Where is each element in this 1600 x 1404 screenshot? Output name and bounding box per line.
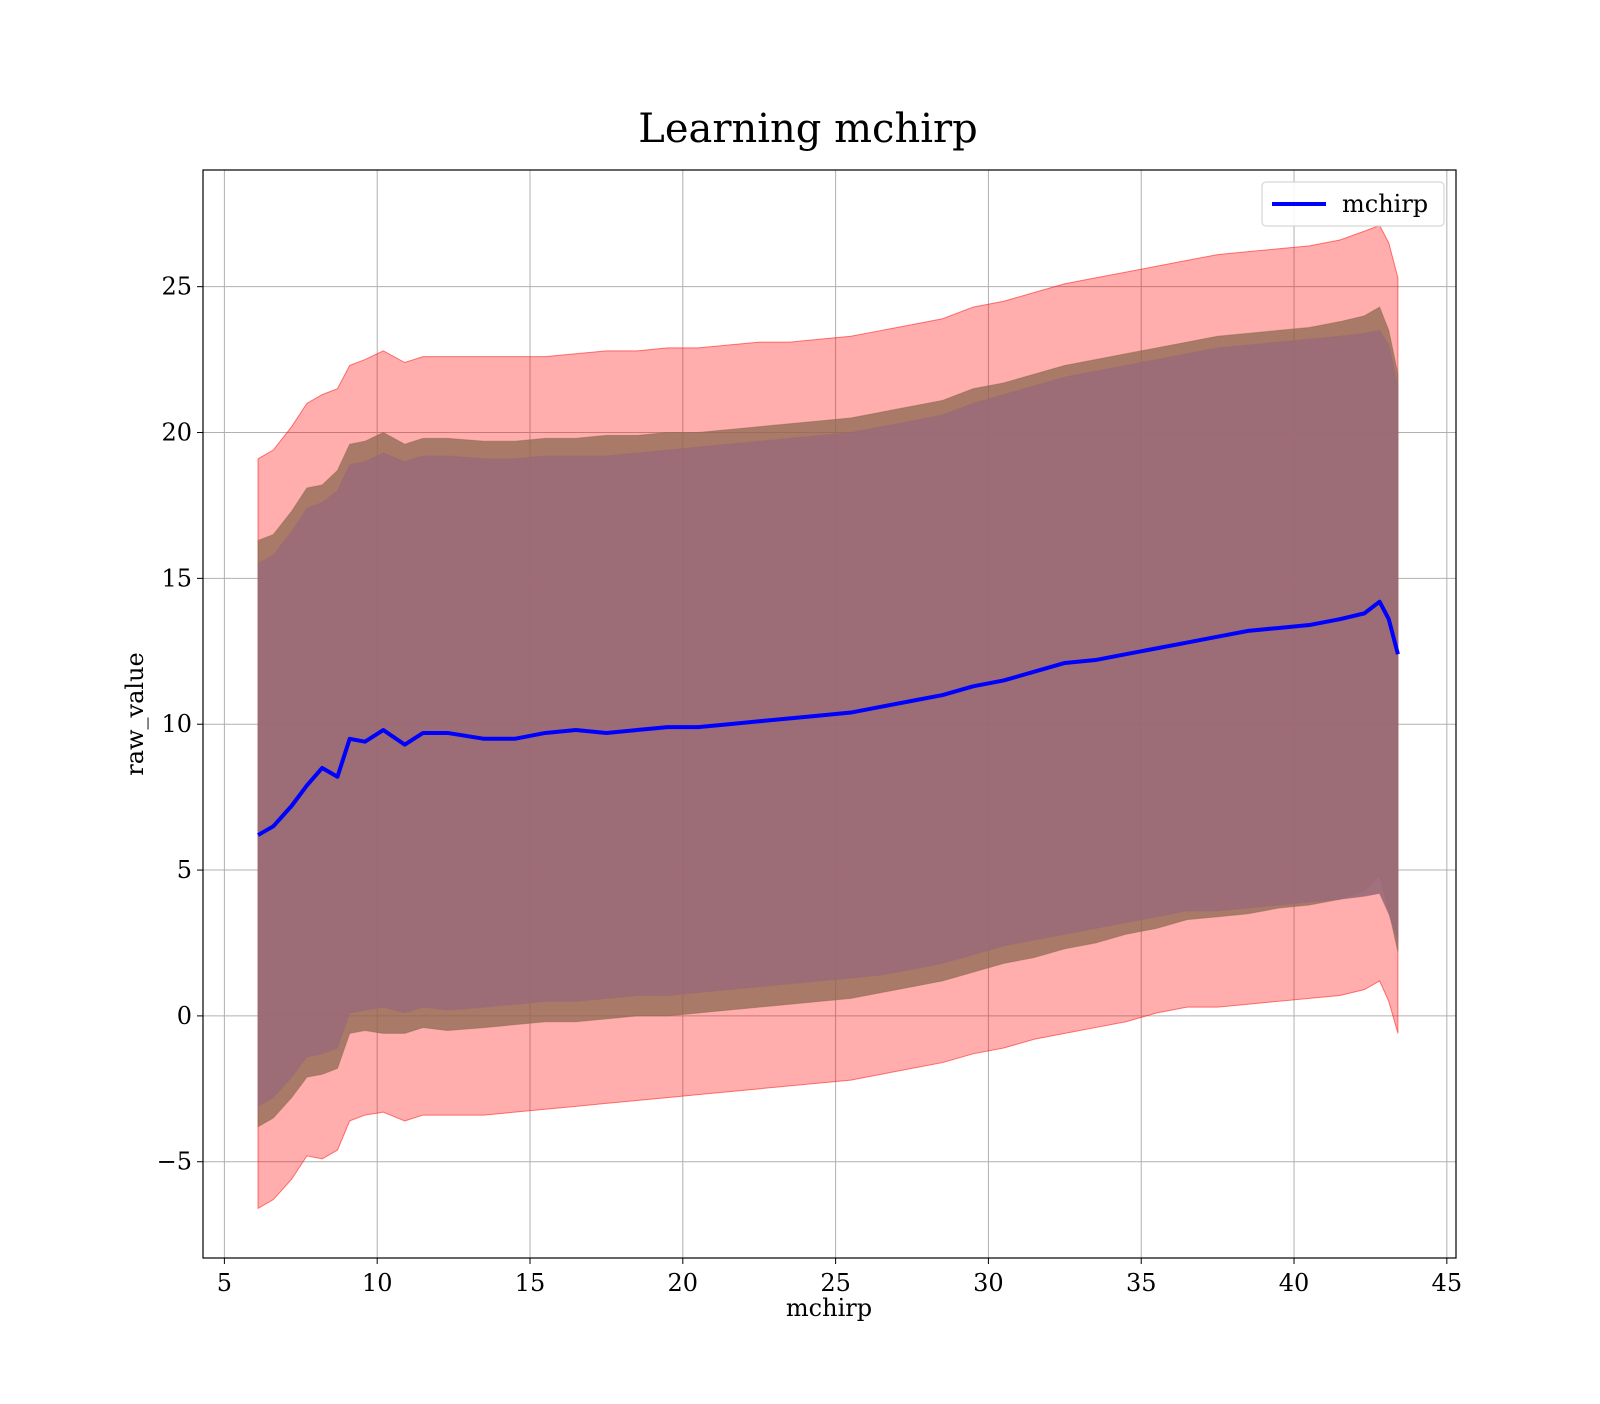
series-line-0 <box>257 599 1400 837</box>
confidence-bands <box>257 224 1399 1210</box>
x-axis-ticks: 5 10 15 20 25 30 35 40 45 <box>217 1258 1462 1297</box>
x-tick-label-3: 20 <box>668 1269 699 1297</box>
x-tick-label-7: 40 <box>1279 1269 1310 1297</box>
x-tick-label-4: 25 <box>820 1269 851 1297</box>
y-tick-label-1: 0 <box>177 1002 192 1030</box>
y-tick-label-6: 25 <box>161 273 192 301</box>
y-tick-label-5: 20 <box>161 419 192 447</box>
x-axis-label: mchirp <box>786 1294 872 1322</box>
x-tick-label-1: 10 <box>362 1269 393 1297</box>
x-tick-label-5: 30 <box>973 1269 1004 1297</box>
series-lines <box>257 599 1400 837</box>
chart-title: Learning mchirp <box>638 106 977 152</box>
legend-box <box>1261 181 1445 227</box>
legend-label: mchirp <box>1342 190 1428 218</box>
y-axis-ticks: −5 0 5 10 15 20 25 <box>157 273 203 1176</box>
y-tick-label-0: −5 <box>157 1148 192 1176</box>
x-tick-label-0: 5 <box>217 1269 232 1297</box>
legend: mchirp <box>1261 181 1445 227</box>
y-tick-label-4: 15 <box>161 564 192 592</box>
band-inner <box>257 329 1399 1108</box>
y-tick-label-3: 10 <box>161 710 192 738</box>
x-tick-label-6: 35 <box>1126 1269 1157 1297</box>
plot-frame <box>202 169 1457 1259</box>
y-tick-label-2: 5 <box>177 856 192 884</box>
y-axis-label: raw_value <box>121 652 149 776</box>
x-tick-label-8: 45 <box>1432 1269 1463 1297</box>
x-tick-label-2: 15 <box>515 1269 546 1297</box>
